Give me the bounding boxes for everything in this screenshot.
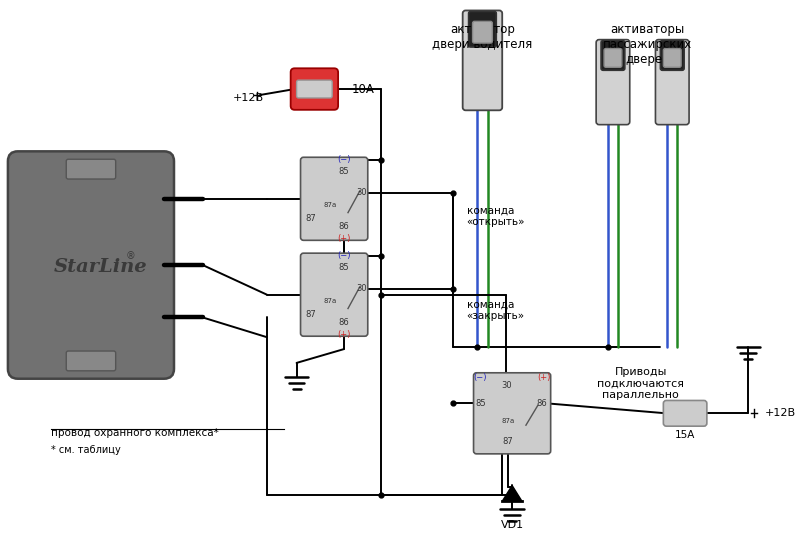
Text: 87: 87 bbox=[502, 437, 514, 446]
Text: активаторы
пассажирских
дверей: активаторы пассажирских дверей bbox=[603, 23, 692, 66]
Text: 85: 85 bbox=[338, 263, 350, 271]
Text: активатор
двери водителя: активатор двери водителя bbox=[432, 23, 533, 51]
Text: 30: 30 bbox=[357, 188, 367, 197]
FancyBboxPatch shape bbox=[663, 49, 681, 67]
Text: 87a: 87a bbox=[323, 297, 337, 304]
Text: (−): (−) bbox=[338, 155, 350, 164]
FancyBboxPatch shape bbox=[301, 157, 368, 240]
Text: (+): (+) bbox=[537, 373, 550, 382]
FancyBboxPatch shape bbox=[66, 351, 116, 371]
FancyBboxPatch shape bbox=[469, 11, 496, 47]
Text: VD1: VD1 bbox=[501, 520, 524, 530]
FancyBboxPatch shape bbox=[604, 49, 622, 67]
Text: команда
«открыть»: команда «открыть» bbox=[466, 206, 525, 227]
FancyBboxPatch shape bbox=[596, 40, 630, 125]
Text: (+): (+) bbox=[338, 330, 350, 339]
FancyBboxPatch shape bbox=[301, 253, 368, 336]
Text: 87: 87 bbox=[305, 310, 316, 319]
Text: 30: 30 bbox=[357, 284, 367, 293]
Text: 87: 87 bbox=[305, 214, 316, 223]
Text: StarLine: StarLine bbox=[54, 258, 148, 276]
FancyBboxPatch shape bbox=[66, 159, 116, 179]
Text: 85: 85 bbox=[475, 399, 486, 408]
FancyBboxPatch shape bbox=[660, 41, 684, 70]
Text: 87a: 87a bbox=[502, 418, 514, 424]
FancyBboxPatch shape bbox=[474, 373, 550, 454]
Text: Приводы
подключаются
параллельно: Приводы подключаются параллельно bbox=[597, 367, 684, 400]
FancyBboxPatch shape bbox=[473, 21, 492, 43]
Text: (−): (−) bbox=[474, 373, 487, 382]
Text: 85: 85 bbox=[338, 166, 350, 175]
Text: (−): (−) bbox=[338, 250, 350, 259]
Text: провод охранного комплекса*: провод охранного комплекса* bbox=[51, 428, 219, 438]
Text: 10А: 10А bbox=[352, 82, 375, 96]
FancyBboxPatch shape bbox=[462, 11, 502, 110]
FancyBboxPatch shape bbox=[655, 40, 689, 125]
FancyBboxPatch shape bbox=[663, 401, 707, 426]
Text: 30: 30 bbox=[501, 381, 511, 390]
FancyBboxPatch shape bbox=[8, 151, 174, 379]
Text: 15А: 15А bbox=[675, 430, 695, 440]
Text: +12В: +12В bbox=[232, 93, 263, 103]
Text: (+): (+) bbox=[338, 234, 350, 243]
Text: ®: ® bbox=[126, 251, 135, 261]
Text: * см. таблицу: * см. таблицу bbox=[51, 445, 121, 455]
FancyBboxPatch shape bbox=[601, 41, 625, 70]
Text: 86: 86 bbox=[338, 222, 350, 231]
Polygon shape bbox=[502, 485, 522, 501]
FancyBboxPatch shape bbox=[290, 68, 338, 110]
Text: команда
«закрыть»: команда «закрыть» bbox=[466, 300, 525, 322]
Text: 87a: 87a bbox=[323, 202, 337, 208]
FancyBboxPatch shape bbox=[297, 80, 332, 98]
Text: 86: 86 bbox=[338, 318, 350, 327]
Text: +12В: +12В bbox=[765, 408, 796, 418]
Text: 86: 86 bbox=[536, 399, 547, 408]
